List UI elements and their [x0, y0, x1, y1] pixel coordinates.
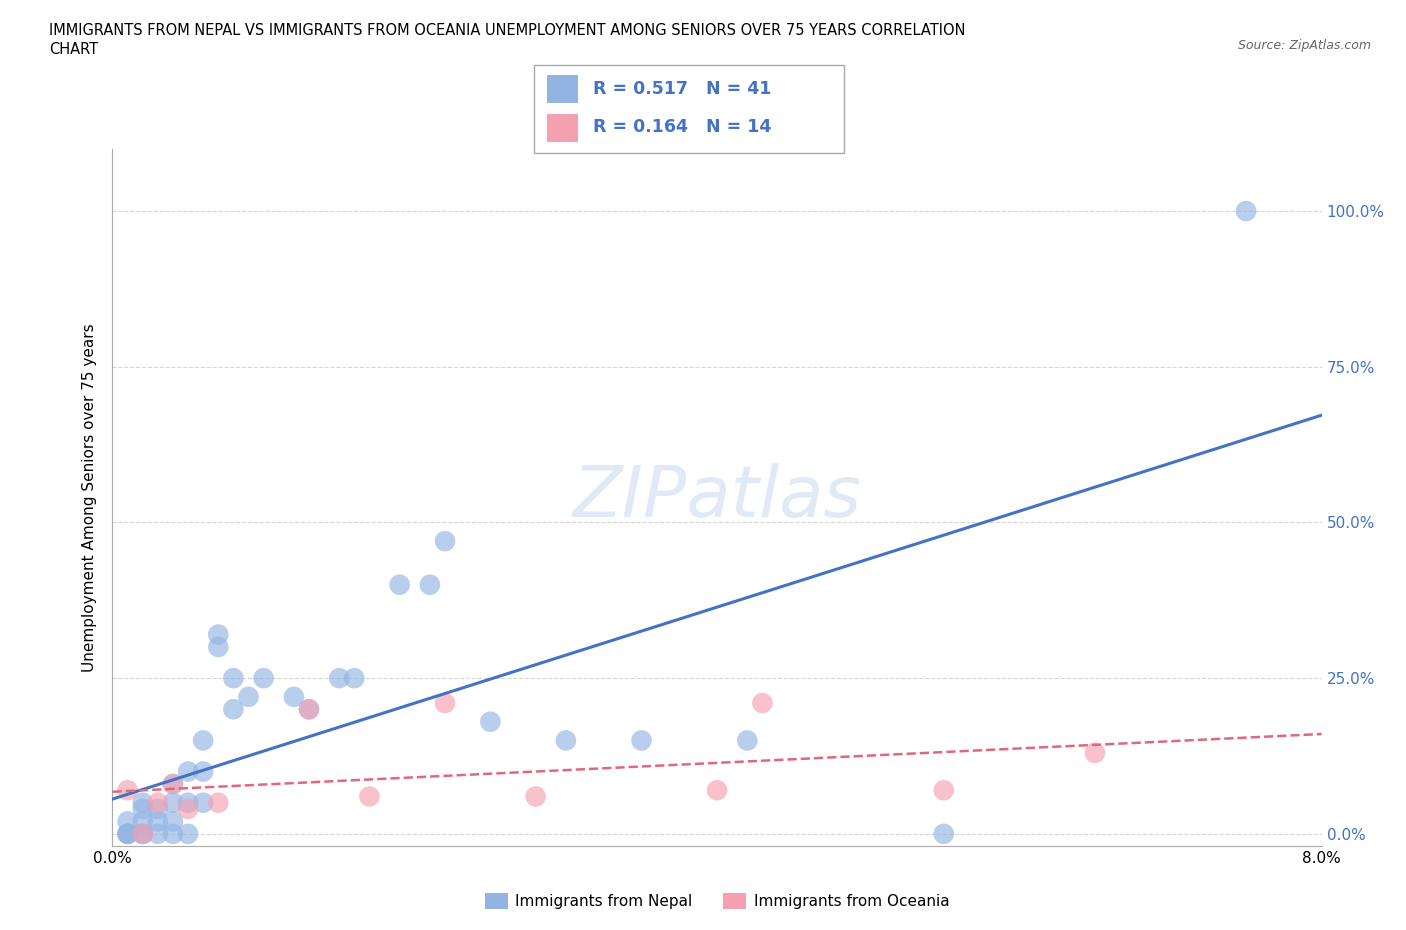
Text: Source: ZipAtlas.com: Source: ZipAtlas.com: [1237, 39, 1371, 52]
Point: [630, 733, 652, 748]
Point: [191, 795, 215, 810]
Point: [419, 578, 441, 592]
Point: [132, 827, 155, 842]
Point: [253, 671, 276, 685]
Text: R = 0.517   N = 41: R = 0.517 N = 41: [593, 80, 772, 98]
Point: [117, 814, 139, 829]
Point: [283, 689, 305, 704]
Point: [191, 764, 215, 779]
Point: [191, 733, 215, 748]
Point: [238, 689, 260, 704]
Point: [177, 764, 200, 779]
Point: [117, 827, 139, 842]
Point: [132, 802, 155, 817]
Legend: Immigrants from Nepal, Immigrants from Oceania: Immigrants from Nepal, Immigrants from O…: [478, 887, 956, 915]
Point: [751, 696, 773, 711]
Point: [132, 827, 155, 842]
Point: [343, 671, 366, 685]
Point: [479, 714, 502, 729]
Text: IMMIGRANTS FROM NEPAL VS IMMIGRANTS FROM OCEANIA UNEMPLOYMENT AMONG SENIORS OVER: IMMIGRANTS FROM NEPAL VS IMMIGRANTS FROM…: [49, 23, 966, 38]
Point: [146, 814, 169, 829]
Point: [388, 578, 411, 592]
Point: [328, 671, 350, 685]
Point: [177, 802, 200, 817]
Point: [737, 733, 759, 748]
Point: [359, 789, 381, 804]
Point: [146, 795, 169, 810]
FancyBboxPatch shape: [534, 65, 844, 153]
Point: [117, 783, 139, 798]
Point: [117, 827, 139, 842]
Point: [162, 777, 184, 791]
Point: [162, 814, 184, 829]
Point: [222, 702, 245, 717]
Point: [932, 827, 955, 842]
Text: CHART: CHART: [49, 42, 98, 57]
Point: [207, 627, 229, 642]
Bar: [547, 74, 578, 103]
Point: [207, 640, 229, 655]
Point: [1234, 204, 1257, 219]
Point: [298, 702, 321, 717]
Point: [298, 702, 321, 717]
Y-axis label: Unemployment Among Seniors over 75 years: Unemployment Among Seniors over 75 years: [82, 324, 97, 671]
Text: R = 0.164   N = 14: R = 0.164 N = 14: [593, 118, 772, 136]
Point: [132, 814, 155, 829]
Point: [433, 696, 456, 711]
Point: [932, 783, 955, 798]
Point: [162, 827, 184, 842]
Point: [117, 827, 139, 842]
Point: [524, 789, 547, 804]
Point: [162, 777, 184, 791]
Point: [177, 827, 200, 842]
Point: [433, 534, 456, 549]
Point: [207, 795, 229, 810]
Point: [554, 733, 576, 748]
Point: [1084, 746, 1107, 761]
Bar: [547, 113, 578, 142]
Point: [162, 795, 184, 810]
Point: [177, 795, 200, 810]
Point: [222, 671, 245, 685]
Point: [146, 827, 169, 842]
Point: [706, 783, 728, 798]
Point: [132, 795, 155, 810]
Point: [132, 827, 155, 842]
Text: ZIPatlas: ZIPatlas: [572, 463, 862, 532]
Point: [146, 802, 169, 817]
